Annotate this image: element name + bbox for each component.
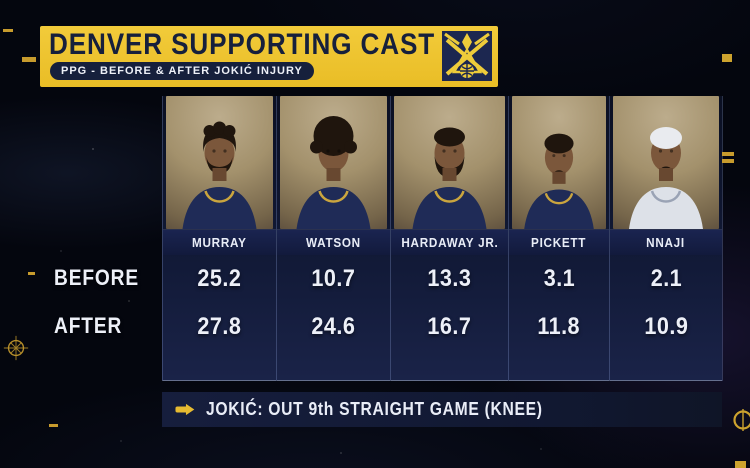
stat-after: 10.9 [644, 313, 688, 340]
column-filler [163, 351, 276, 380]
page-title: DENVER SUPPORTING CAST [49, 28, 436, 61]
stat-before: 13.3 [427, 265, 472, 292]
decor-dash-icon [28, 272, 35, 275]
player-name: WATSON [277, 229, 390, 255]
ring-reticle-icon [733, 409, 750, 431]
column-filler [509, 351, 609, 380]
stat-before: 2.1 [650, 265, 682, 292]
stat-before: 10.7 [311, 265, 356, 292]
footnote-bar: JOKIĆ: OUT 9th STRAIGHT GAME (KNEE) [162, 392, 722, 427]
starfield [0, 0, 2, 2]
decor-dash-icon [49, 424, 58, 427]
player-photo [280, 96, 387, 229]
decor-square-icon [722, 54, 732, 62]
stat-after: 24.6 [311, 313, 356, 340]
player-column-murray: MURRAY 25.2 27.8 [162, 96, 276, 381]
footnote-text: JOKIĆ: OUT 9th STRAIGHT GAME (KNEE) [206, 399, 543, 419]
stat-after: 11.8 [537, 313, 581, 340]
nuggets-logo-icon [442, 31, 492, 81]
decor-square-icon [735, 461, 746, 468]
stat-after: 16.7 [427, 313, 472, 340]
row-label-before: BEFORE [54, 265, 139, 290]
player-column-nnaji: NNAJI 2.1 10.9 [609, 96, 722, 381]
column-filler [277, 351, 390, 380]
page-subtitle: PPG - BEFORE & AFTER JOKIĆ INJURY [50, 62, 314, 80]
player-column-watson: WATSON 10.7 24.6 [276, 96, 390, 381]
header-banner: DENVER SUPPORTING CAST PPG - BEFORE & AF… [40, 26, 498, 87]
player-photo [166, 96, 273, 229]
compass-reticle-icon [3, 335, 29, 361]
decor-dash-icon [3, 29, 13, 32]
player-column-hardaway: HARDAWAY JR. 13.3 16.7 [390, 96, 508, 381]
player-photo [613, 96, 719, 229]
row-label-after: AFTER [54, 313, 123, 338]
player-column-pickett: PICKETT 3.1 11.8 [508, 96, 609, 381]
player-name: NNAJI [610, 229, 722, 255]
stat-before: 25.2 [197, 265, 242, 292]
player-name: HARDAWAY JR. [391, 229, 508, 255]
stat-before: 3.1 [543, 265, 575, 292]
column-filler [610, 351, 722, 380]
decor-dash-icon [722, 152, 734, 156]
player-photo [512, 96, 606, 229]
right-arrow-icon [175, 403, 195, 416]
player-photo [394, 96, 505, 229]
decor-dash-icon [22, 57, 36, 62]
stat-after: 27.8 [197, 313, 242, 340]
column-filler [391, 351, 508, 380]
decor-dash-icon [722, 159, 734, 163]
player-name: MURRAY [163, 229, 276, 255]
stats-table: MURRAY 25.2 27.8 WATSON 10.7 24.6 HARDAW… [162, 96, 723, 381]
player-name: PICKETT [509, 229, 609, 255]
